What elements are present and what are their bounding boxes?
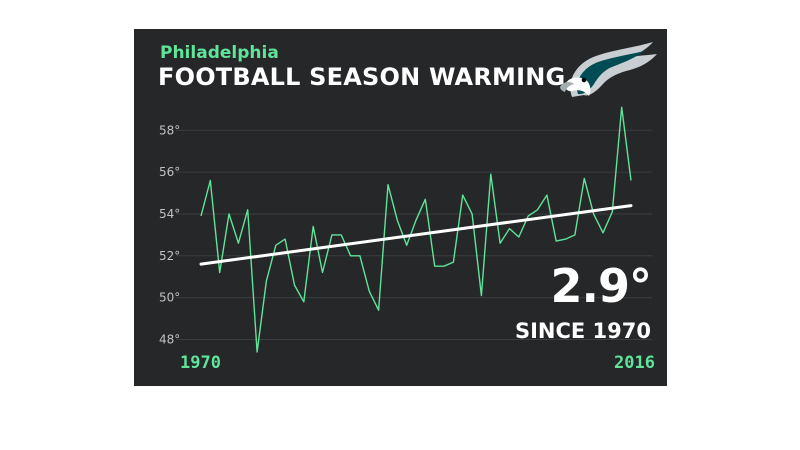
chart-card: Philadelphia FOOTBALL SEASON WARMING 48°… xyxy=(134,29,667,386)
climate-central-logo xyxy=(506,391,638,401)
temperature-series-line xyxy=(200,106,632,353)
y-tick-label: 58° xyxy=(159,123,180,137)
chart-subtitle: Philadelphia xyxy=(160,43,279,63)
y-tick-label: 56° xyxy=(159,165,180,179)
temperature-change-value: 2.9° xyxy=(550,259,652,313)
y-tick-label: 54° xyxy=(159,207,180,221)
chart-title: FOOTBALL SEASON WARMING xyxy=(158,63,566,91)
eagle-head-icon xyxy=(560,42,657,97)
line-chart: 48° 50° 52° 54° 56° 58° xyxy=(159,106,652,353)
y-tick-label: 52° xyxy=(159,249,180,263)
since-label: SINCE 1970 xyxy=(514,319,651,343)
y-tick-label: 50° xyxy=(159,291,180,305)
x-start-label: 1970 xyxy=(180,353,221,373)
y-tick-label: 48° xyxy=(159,332,180,346)
x-end-label: 2016 xyxy=(614,353,655,373)
trend-line xyxy=(199,204,633,266)
